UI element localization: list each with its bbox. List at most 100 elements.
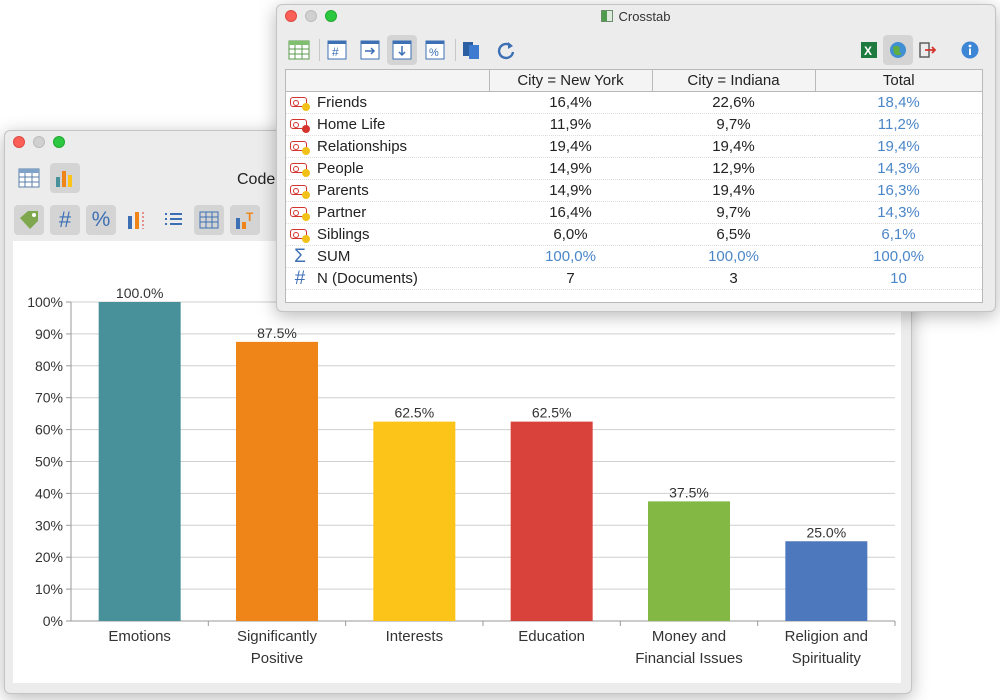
- y-tick-label: 30%: [35, 517, 63, 533]
- bar: [373, 421, 456, 621]
- value-cell: 16,4%: [489, 201, 652, 224]
- data-label: 62.5%: [394, 405, 434, 421]
- globe-icon: [890, 42, 906, 58]
- table-view-button[interactable]: [14, 163, 44, 193]
- data-label: 37.5%: [669, 484, 709, 500]
- total-cell: 10: [815, 267, 982, 290]
- list-button[interactable]: [158, 205, 188, 235]
- copy-icon: [463, 42, 479, 59]
- export-web-button[interactable]: [883, 35, 913, 65]
- table-row[interactable]: People 14,9% 12,9% 14,3%: [286, 157, 982, 180]
- code-icon: [290, 95, 310, 111]
- percent-icon: %: [425, 40, 445, 60]
- table-row[interactable]: Σ SUM 100,0% 100,0% 100,0%: [286, 245, 982, 268]
- column-header[interactable]: [286, 70, 490, 92]
- zoom-button[interactable]: [53, 136, 65, 148]
- total-cell: 11,2%: [815, 113, 982, 136]
- info-button[interactable]: [955, 35, 985, 65]
- row-label-cell: Home Life: [286, 113, 489, 136]
- table-row[interactable]: Siblings 6,0% 6,5% 6,1%: [286, 223, 982, 246]
- x-tick-label: Spirituality: [792, 650, 862, 667]
- code-icon: [290, 227, 310, 243]
- total-cell: 19,4%: [815, 135, 982, 158]
- frequency-button[interactable]: #: [50, 205, 80, 235]
- row-label-cell: # N (Documents): [286, 267, 489, 290]
- y-tick-label: 80%: [35, 358, 63, 374]
- row-label: Home Life: [317, 116, 386, 133]
- copy-button[interactable]: [457, 35, 487, 65]
- crosstab-window: Crosstab # % X: [276, 4, 996, 312]
- crosstab-titlebar: Crosstab: [277, 5, 995, 27]
- grid-button[interactable]: [194, 205, 224, 235]
- value-cell: 9,7%: [652, 201, 815, 224]
- x-tick-label: Interests: [386, 628, 444, 645]
- total-cell: 16,3%: [815, 179, 982, 202]
- x-tick-label: Financial Issues: [635, 650, 743, 667]
- table-row[interactable]: Friends 16,4% 22,6% 18,4%: [286, 91, 982, 114]
- chart-view-icon: [56, 171, 72, 187]
- row-label: Relationships: [317, 138, 408, 155]
- bar: [510, 421, 593, 621]
- bar-chart-button[interactable]: [122, 205, 152, 235]
- toolbar-separator: [455, 39, 456, 61]
- row-percent-button[interactable]: [355, 35, 385, 65]
- table-row[interactable]: Home Life 11,9% 9,7% 11,2%: [286, 113, 982, 136]
- refresh-button[interactable]: [491, 35, 521, 65]
- table-row[interactable]: Relationships 19,4% 19,4% 19,4%: [286, 135, 982, 158]
- table-row[interactable]: Partner 16,4% 9,7% 14,3%: [286, 201, 982, 224]
- info-icon: [961, 41, 979, 59]
- x-tick-label: Money and: [652, 628, 726, 645]
- y-tick-label: 60%: [35, 422, 63, 438]
- row-label: Siblings: [317, 226, 370, 243]
- row-label-cell: Relationships: [286, 135, 489, 158]
- crosstab-toolbar: # % X: [277, 31, 995, 69]
- value-cell: 14,9%: [489, 179, 652, 202]
- export-icon: [919, 42, 937, 58]
- window-title: Crosstab: [618, 9, 671, 24]
- code-icon: [290, 205, 310, 221]
- total-percent-button[interactable]: %: [420, 35, 450, 65]
- table-row[interactable]: Parents 14,9% 19,4% 16,3%: [286, 179, 982, 202]
- chart-area: 0% 10% 20% 30% 40% 50% 60% 70% 80% 90% 100% 100.0% E…: [13, 241, 901, 683]
- bar-chart-icon: [128, 212, 144, 229]
- percent-button[interactable]: %: [86, 205, 116, 235]
- close-button[interactable]: [13, 136, 25, 148]
- code-icon: [290, 161, 310, 177]
- chart-options-toolbar: # % T: [5, 203, 911, 239]
- hash-icon: #: [294, 267, 306, 289]
- minimize-button[interactable]: [305, 10, 317, 22]
- column-percent-button[interactable]: [387, 35, 417, 65]
- total-cell: 14,3%: [815, 157, 982, 180]
- column-header[interactable]: Total: [815, 70, 982, 92]
- chart-view-button[interactable]: [50, 163, 80, 193]
- y-tick-label: 10%: [35, 581, 63, 597]
- tag-icon: [20, 211, 38, 229]
- value-cell: 12,9%: [652, 157, 815, 180]
- table-button[interactable]: [284, 35, 314, 65]
- y-tick-label: 40%: [35, 485, 63, 501]
- column-header[interactable]: City = New York: [489, 70, 653, 92]
- minimize-button[interactable]: [33, 136, 45, 148]
- value-cell: 6,5%: [652, 223, 815, 246]
- export-excel-button[interactable]: X: [854, 35, 884, 65]
- table-row[interactable]: # N (Documents) 7 3 10: [286, 267, 982, 290]
- export-button[interactable]: [912, 35, 942, 65]
- total-cell: 6,1%: [815, 223, 982, 246]
- row-label: Partner: [317, 204, 367, 221]
- frequency-button[interactable]: #: [322, 35, 352, 65]
- row-label-cell: People: [286, 157, 489, 180]
- close-button[interactable]: [285, 10, 297, 22]
- column-header[interactable]: City = Indiana: [652, 70, 816, 92]
- x-tick-label: Emotions: [108, 628, 171, 645]
- value-cell: 16,4%: [489, 91, 652, 114]
- value-cell: 11,9%: [489, 113, 652, 136]
- crosstab-icon: [601, 10, 614, 22]
- code-tag-button[interactable]: [14, 205, 44, 235]
- x-tick-label: Positive: [251, 650, 304, 667]
- data-label: 100.0%: [116, 285, 163, 301]
- x-tick-label: Education: [518, 628, 585, 645]
- row-label-cell: Σ SUM: [286, 245, 489, 268]
- zoom-button[interactable]: [325, 10, 337, 22]
- text-chart-button[interactable]: T: [230, 205, 260, 235]
- list-icon: [165, 213, 182, 225]
